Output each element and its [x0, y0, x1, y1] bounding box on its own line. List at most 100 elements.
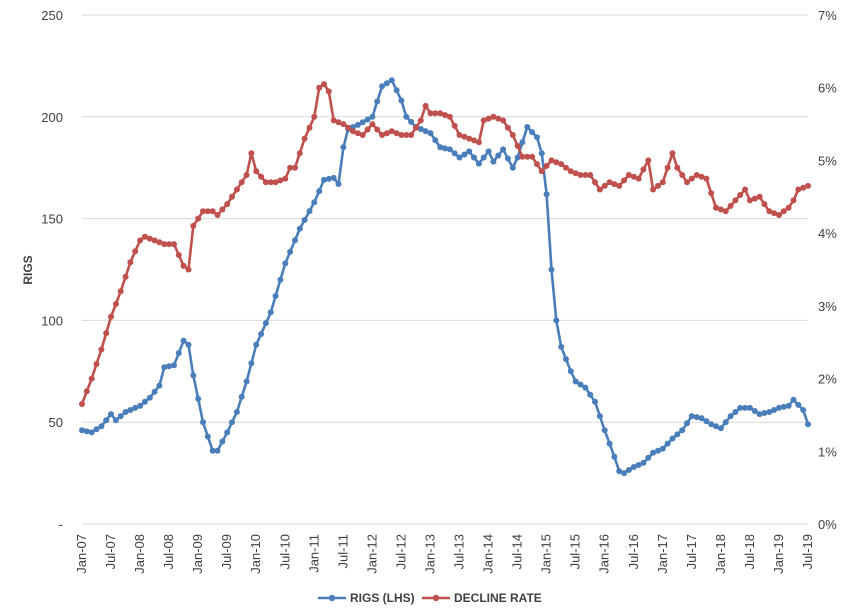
data-point	[141, 233, 148, 240]
data-point	[345, 124, 352, 131]
data-point	[325, 88, 332, 95]
data-point	[693, 172, 700, 178]
data-point	[761, 201, 768, 208]
data-point	[301, 217, 308, 223]
data-point	[180, 262, 187, 269]
series-layer	[79, 77, 811, 477]
data-point	[451, 150, 458, 157]
data-point	[112, 301, 119, 307]
data-point	[625, 172, 632, 178]
x-tick-label: Jan-18	[713, 534, 728, 574]
data-point	[427, 130, 434, 137]
data-point	[325, 175, 332, 182]
data-point	[146, 235, 153, 242]
data-point	[316, 84, 323, 91]
data-point	[771, 210, 778, 217]
data-point	[461, 133, 468, 140]
data-point	[475, 139, 482, 146]
data-point	[713, 423, 719, 430]
series-line	[81, 78, 810, 475]
data-point	[684, 179, 690, 186]
data-point	[83, 428, 90, 435]
data-point	[659, 179, 666, 186]
y-right-tick-label: 3%	[818, 299, 837, 314]
legend-label: RIGS (LHS)	[350, 591, 415, 605]
data-point	[446, 113, 453, 120]
data-point	[567, 368, 574, 375]
data-point	[679, 427, 686, 434]
data-point	[243, 378, 250, 385]
data-point	[572, 170, 579, 177]
data-point	[408, 132, 415, 138]
data-point	[776, 212, 782, 218]
x-tick-label: Jan-07	[74, 534, 89, 574]
data-point	[475, 160, 482, 167]
data-point	[611, 453, 618, 460]
data-point	[103, 417, 110, 424]
data-point	[645, 454, 652, 461]
data-point	[500, 146, 507, 153]
data-point	[359, 119, 366, 126]
data-point	[330, 174, 337, 181]
x-tick-label: Jan-14	[481, 534, 496, 574]
data-point	[698, 173, 705, 180]
data-point	[311, 113, 318, 120]
data-point	[504, 124, 511, 131]
data-point	[601, 182, 608, 189]
x-tick-label: Jul-17	[684, 534, 699, 569]
data-point	[596, 413, 603, 420]
data-point	[185, 266, 192, 273]
x-tick-label: Jul-11	[335, 534, 350, 568]
data-point	[393, 87, 400, 94]
data-point	[122, 409, 129, 415]
x-axis-ticks: Jan-07 Jul-07 Jan-08 Jul-08 Jan-09 Jul-09 Jan-…	[74, 534, 815, 574]
legend-swatch-marker	[432, 594, 440, 602]
data-point	[751, 408, 758, 414]
data-point	[83, 388, 90, 395]
data-point	[200, 419, 206, 426]
y-right-tick-label: 2%	[818, 372, 837, 387]
data-point	[224, 201, 231, 208]
data-point	[592, 398, 598, 405]
data-point	[785, 204, 792, 211]
data-point	[258, 173, 265, 180]
data-point	[185, 341, 192, 348]
data-point	[209, 208, 216, 215]
data-point	[277, 177, 284, 184]
data-point	[514, 142, 521, 149]
data-point	[776, 404, 782, 411]
data-point	[553, 317, 560, 324]
data-point	[795, 401, 802, 408]
data-point	[519, 139, 526, 146]
data-point	[795, 186, 802, 193]
data-point	[669, 435, 676, 442]
data-point	[485, 115, 492, 122]
data-point	[379, 83, 386, 90]
data-point	[171, 241, 177, 248]
data-point	[790, 396, 797, 403]
data-point	[480, 117, 487, 124]
data-point	[359, 132, 366, 138]
data-point	[408, 118, 415, 125]
data-point	[790, 197, 797, 204]
data-point	[485, 148, 492, 155]
data-point	[253, 168, 260, 175]
data-point	[780, 208, 787, 215]
data-point	[548, 266, 555, 273]
data-point	[504, 155, 511, 162]
data-point	[195, 215, 202, 222]
data-point	[233, 186, 240, 193]
data-point	[456, 154, 463, 161]
data-point	[480, 154, 487, 161]
data-point	[267, 309, 274, 316]
data-point	[127, 407, 134, 413]
data-point	[146, 394, 153, 401]
data-point	[805, 182, 811, 189]
data-point	[558, 343, 565, 350]
data-point	[621, 177, 628, 184]
data-point	[306, 124, 313, 131]
data-point	[625, 467, 632, 473]
data-point	[766, 409, 773, 415]
data-point	[722, 208, 729, 215]
data-point	[413, 124, 419, 131]
